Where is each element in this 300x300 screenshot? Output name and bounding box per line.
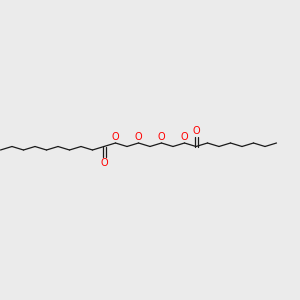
Text: O: O [181, 132, 188, 142]
Text: O: O [135, 132, 142, 142]
Text: O: O [112, 132, 119, 142]
Text: O: O [100, 158, 108, 167]
Text: O: O [192, 125, 200, 136]
Text: O: O [158, 132, 165, 142]
